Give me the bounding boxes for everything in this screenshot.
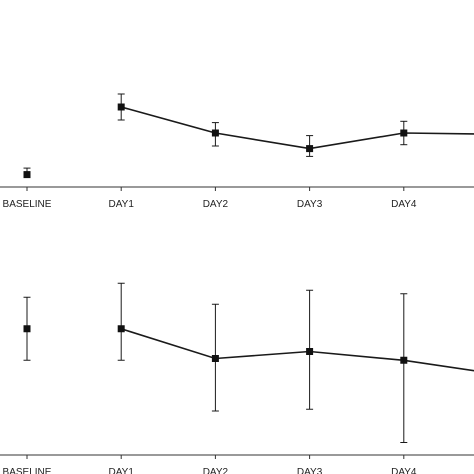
top-x-tick-label: DAY2 (203, 199, 229, 210)
top-x-tick-label: DAY1 (109, 199, 135, 210)
bottom-x-tick-label: BASELINE (3, 467, 52, 474)
top-data-point (23, 171, 31, 179)
bottom-data-point (306, 348, 314, 355)
bottom-x-tick-label: DAY1 (109, 467, 135, 474)
bottom-x-tick-label: DAY2 (203, 467, 229, 474)
top-data-point (400, 129, 408, 137)
bottom-data-point (23, 325, 31, 333)
bottom-series-line (120, 328, 474, 372)
bottom-data-point (211, 355, 219, 362)
bottom-data-point (117, 325, 125, 333)
top-x-tick-label: BASELINE (3, 199, 52, 210)
top-data-point (211, 129, 219, 137)
top-x-tick-label: DAY4 (391, 199, 417, 210)
top-data-point (306, 145, 314, 153)
bottom-data-point (400, 356, 408, 364)
top-data-point (117, 103, 125, 111)
top-series-line (120, 106, 474, 150)
chart-panel-bottom: BASELINE DAY1 DAY2 DAY3 DAY4 (0, 282, 474, 474)
top-x-tick-label: DAY3 (297, 199, 323, 210)
chart-panel-top: BASELINE DAY1 DAY2 DAY3 DAY4 (0, 93, 474, 210)
bottom-x-tick-label: DAY4 (391, 467, 417, 474)
bottom-x-tick-label: DAY3 (297, 467, 323, 474)
